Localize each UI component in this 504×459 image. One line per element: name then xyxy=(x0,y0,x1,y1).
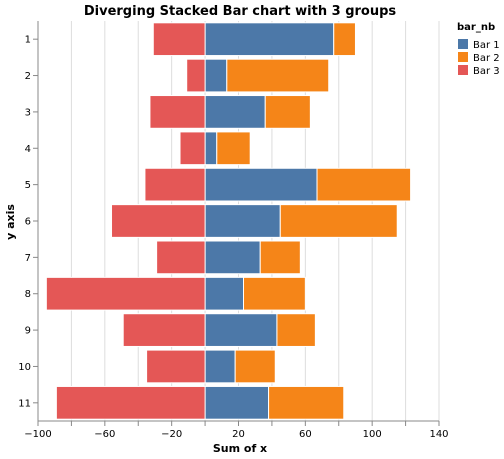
y-tick-label: 8 xyxy=(25,289,31,300)
legend-swatch xyxy=(458,65,468,75)
y-tick-label: 9 xyxy=(25,326,31,337)
bar-bar-3-row-5 xyxy=(144,167,206,202)
legend-label: Bar 2 xyxy=(473,53,500,64)
chart-title: Diverging Stacked Bar chart with 3 group… xyxy=(84,4,397,19)
bar-bar-1-row-8 xyxy=(204,276,245,311)
bar-bar-3-row-8 xyxy=(45,276,206,311)
bar-bar-2-row-4 xyxy=(216,131,251,166)
y-axis: 1 2 3 4 5 6 7 8 9 10 11 xyxy=(18,21,39,421)
bar-bar-2-row-9 xyxy=(276,313,316,347)
x-tick-label: 20 xyxy=(232,429,245,440)
legend: bar_nb Bar 1 Bar 2 Bar 3 xyxy=(457,22,500,77)
y-tick-label: 1 xyxy=(25,35,31,46)
y-tick-label: 4 xyxy=(25,144,31,155)
bar-bar-3-row-4 xyxy=(179,131,206,166)
bar-bar-2-row-3 xyxy=(264,95,311,129)
bar-bar-3-row-6 xyxy=(111,204,206,238)
bar-bar-1-row-5 xyxy=(204,167,318,202)
y-axis-title: y axis xyxy=(4,204,17,240)
y-tick-label: 7 xyxy=(25,253,31,264)
x-axis-title: Sum of x xyxy=(213,442,267,455)
bar-bar-3-row-11 xyxy=(55,385,206,420)
bar-bar-2-row-6 xyxy=(279,204,398,238)
legend-label: Bar 3 xyxy=(473,66,500,77)
bar-bar-1-row-2 xyxy=(204,58,228,93)
bars xyxy=(45,22,412,420)
y-tick-label: 10 xyxy=(18,362,31,373)
y-tick-label: 6 xyxy=(25,217,31,228)
bar-bar-3-row-2 xyxy=(186,58,206,93)
bar-bar-1-row-11 xyxy=(204,385,270,420)
bar-bar-1-row-10 xyxy=(204,349,236,384)
x-axis: −100 −60 −20 20 60 100 140 xyxy=(24,420,449,440)
x-tick-label: 60 xyxy=(299,429,312,440)
bar-bar-3-row-9 xyxy=(122,313,206,347)
bar-bar-2-row-7 xyxy=(259,240,301,275)
bar-bar-2-row-10 xyxy=(234,349,276,384)
x-tick-label: −20 xyxy=(161,429,182,440)
x-tick-label: 140 xyxy=(429,429,448,440)
y-tick-label: 2 xyxy=(25,71,31,82)
bar-bar-1-row-3 xyxy=(204,95,266,129)
bar-bar-3-row-3 xyxy=(149,95,206,129)
y-tick-label: 3 xyxy=(25,107,31,118)
legend-swatch xyxy=(458,52,468,62)
x-tick-label: 100 xyxy=(363,429,382,440)
bar-bar-1-row-4 xyxy=(204,131,218,166)
bar-bar-2-row-11 xyxy=(268,385,345,420)
bar-bar-1-row-1 xyxy=(204,22,335,57)
bar-bar-1-row-6 xyxy=(204,204,281,238)
legend-title: bar_nb xyxy=(457,22,495,33)
bar-bar-3-row-10 xyxy=(146,349,206,384)
bar-bar-2-row-2 xyxy=(226,58,330,93)
bar-bar-3-row-1 xyxy=(152,22,206,57)
bar-bar-1-row-7 xyxy=(204,240,261,275)
bar-bar-2-row-8 xyxy=(243,276,306,311)
y-tick-label: 5 xyxy=(25,180,31,191)
bar-bar-1-row-9 xyxy=(204,313,278,347)
x-tick-label: −60 xyxy=(94,429,115,440)
bar-bar-2-row-1 xyxy=(333,22,356,57)
y-tick-label: 11 xyxy=(18,398,31,409)
bar-bar-2-row-5 xyxy=(316,167,412,202)
bar-bar-3-row-7 xyxy=(156,240,206,275)
legend-label: Bar 1 xyxy=(473,40,500,51)
x-tick-label: −100 xyxy=(24,429,51,440)
legend-swatch xyxy=(458,39,468,49)
